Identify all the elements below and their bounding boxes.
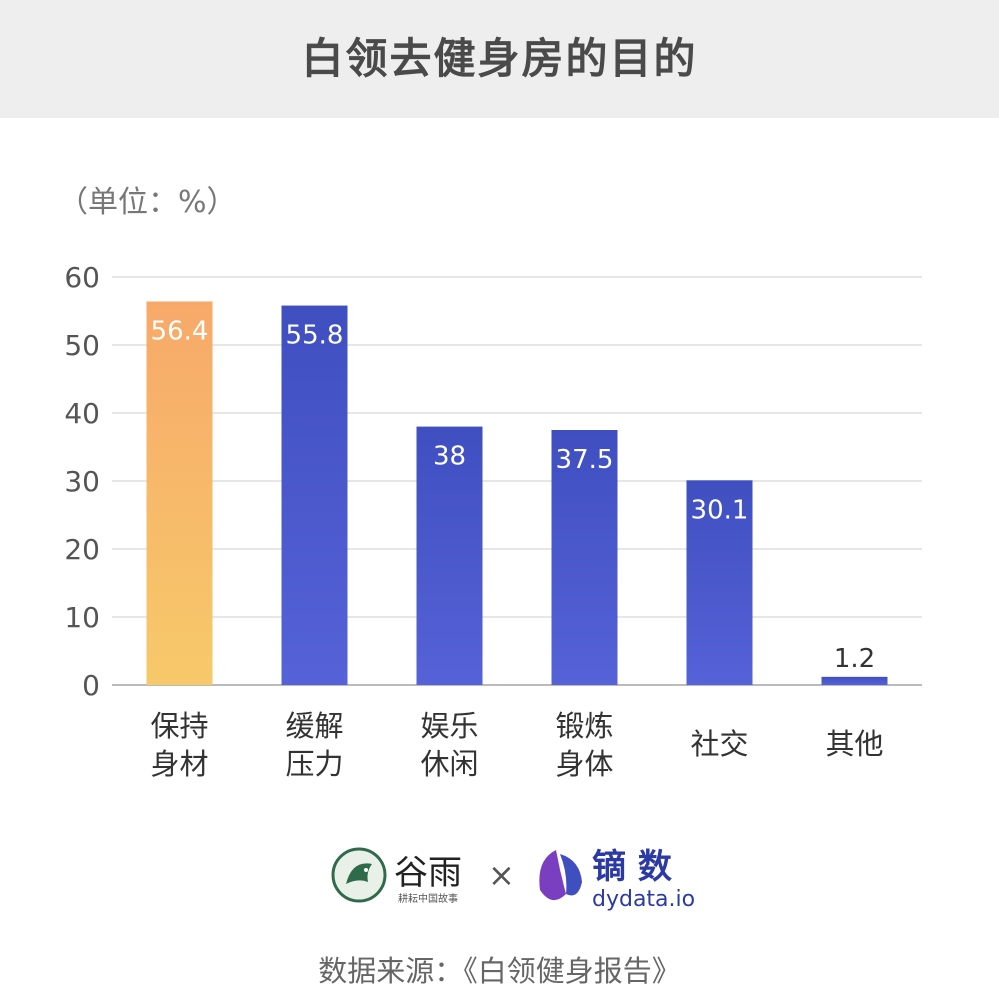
x-category-label: 缓解 [285,709,343,743]
title-bar [0,0,999,118]
grid-lines [112,276,922,686]
guyu-logo-icon [331,847,387,903]
x-category-label: 社交 [690,727,748,761]
bar-0 [146,301,213,685]
x-category-label: 身体 [555,747,613,781]
brand-logos: 谷雨 耕耘中国故事 × 镝 数 dydata.io [331,847,695,912]
chart-title: 白领去健身房的目的 [301,34,698,83]
y-tick-label: 50 [64,329,100,362]
unit-label: （单位：%） [58,185,237,220]
bar-4 [686,480,753,685]
bar-1 [281,305,348,685]
x-category-label: 保持 [150,709,208,743]
x-category-label: 其他 [825,727,883,761]
bar-chart: （单位：%） 0 10 20 30 40 50 60 56.4 55.8 38 37.5 30.1 1… [58,185,922,781]
guyu-brand-name: 谷雨 [394,853,462,893]
bar-3 [551,430,618,685]
x-category-label: 娱乐 [420,709,478,743]
y-tick-label: 40 [64,397,100,430]
data-source: 数据来源：《白领健身报告》 [318,954,681,988]
bar-value-label: 1.2 [834,644,875,674]
bar-value-label: 56.4 [151,316,209,346]
dydata-brand-url: dydata.io [592,887,695,912]
x-category-label: 压力 [285,747,343,781]
bar-value-label: 30.1 [691,495,749,525]
y-tick-label: 20 [64,533,100,566]
y-tick-label: 30 [64,465,100,498]
bar-value-label: 37.5 [556,445,614,475]
x-category-label: 锻炼 [555,709,613,743]
y-tick-label: 10 [64,601,100,634]
bars [146,301,888,685]
collab-times-sign: × [488,856,515,894]
y-tick-label: 0 [82,669,100,702]
x-category-label: 休闲 [420,747,478,781]
bar-value-label: 55.8 [286,321,344,351]
value-labels: 56.4 55.8 38 37.5 30.1 1.2 [151,316,876,673]
bar-value-label: 38 [433,442,466,472]
y-axis-ticks: 0 10 20 30 40 50 60 [64,261,100,702]
guyu-brand-subtitle: 耕耘中国故事 [398,892,458,905]
bar-2 [416,426,483,685]
y-tick-label: 60 [64,261,100,294]
dydata-logo-icon [539,850,582,901]
dydata-brand-name: 镝 数 [592,847,672,887]
x-category-label: 身材 [150,747,208,781]
bar-5 [821,676,888,685]
